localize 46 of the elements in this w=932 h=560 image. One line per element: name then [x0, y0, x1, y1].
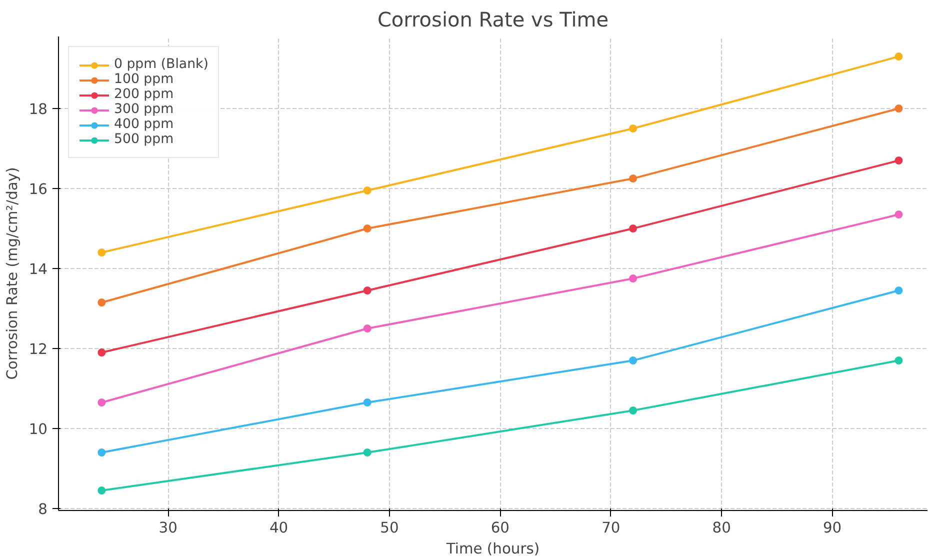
point [629, 224, 638, 232]
x-tick-label: 40 [269, 520, 288, 536]
x-tick-label: 50 [380, 520, 399, 536]
legend-label: 0 ppm (Blank) [114, 57, 208, 72]
legend-label: 500 ppm [114, 132, 174, 147]
y-axis-title: Corrosion Rate (mg/cm²/day) [4, 167, 21, 380]
legend-label: 300 ppm [114, 102, 174, 117]
x-tick-label: 60 [490, 520, 510, 536]
x-tick-label: 80 [712, 520, 731, 536]
point [894, 210, 903, 218]
point [363, 448, 372, 456]
point [363, 286, 372, 294]
point [98, 448, 106, 456]
x-tick-label: 30 [158, 520, 178, 536]
point [98, 348, 106, 356]
y-tick-label: 14 [28, 261, 48, 278]
point [894, 52, 903, 60]
point [363, 398, 372, 406]
legend-label: 400 ppm [114, 117, 174, 132]
y-tick-label: 8 [38, 501, 48, 518]
point [894, 356, 903, 364]
point [98, 398, 106, 406]
point [98, 486, 106, 494]
y-tick-label: 10 [28, 421, 48, 438]
point [629, 174, 638, 182]
x-tick-label: 70 [602, 520, 620, 536]
point [629, 124, 638, 132]
y-tick-label: 12 [28, 341, 48, 358]
point [98, 298, 106, 306]
y-tick-label: 18 [28, 101, 48, 118]
point [894, 286, 903, 294]
legend-label: 100 ppm [114, 72, 174, 87]
point [98, 248, 106, 256]
point [363, 186, 372, 194]
y-tick-label: 16 [28, 181, 48, 198]
point [629, 274, 638, 282]
point [629, 356, 638, 364]
point [894, 156, 903, 164]
chart-title: Corrosion Rate vs Time [377, 8, 609, 32]
x-tick-label: 90 [822, 520, 842, 536]
legend-label: 200 ppm [114, 87, 174, 102]
point [363, 224, 372, 232]
point [894, 104, 903, 112]
point [629, 406, 638, 414]
point [363, 324, 372, 332]
x-axis-title: Time (hours) [445, 540, 540, 558]
